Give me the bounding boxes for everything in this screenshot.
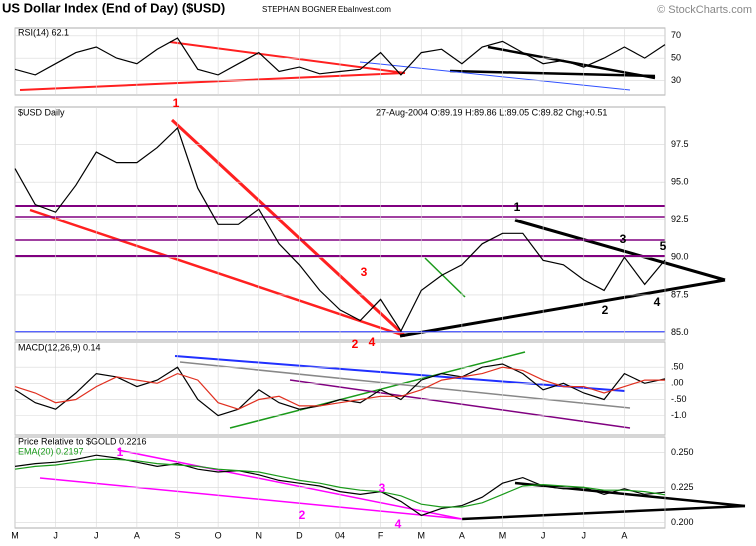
series-line [14,366,665,410]
legend-entry: EMA(20) 0.2197 [18,446,84,456]
x-tick-label: D [296,530,303,540]
annotation: 2 [299,508,306,522]
x-tick-label: F [378,530,384,540]
y-tick-label: 0.250 [671,447,694,457]
price-summary: 27-Aug-2004 O:89.19 H:89.86 L:89.05 C:89… [376,107,607,117]
annotation: 1 [173,96,180,110]
annotation: 4 [654,295,661,309]
y-tick-label: 85.0 [671,327,689,337]
y-tick-label: 92.5 [671,214,689,224]
series-line [14,363,666,417]
x-tick-label: J [94,530,99,540]
copyright: © StockCharts.com [657,4,752,16]
series-line [14,37,666,76]
annotation: 1 [117,445,124,459]
panel-title: MACD(12,26,9) 0.14 [18,342,101,352]
annotation: 3 [379,481,386,495]
site: EbaInvest.com [338,5,391,14]
annotation: 4 [395,517,402,531]
annotation: 4 [369,335,376,349]
x-tick-label: M [499,530,507,540]
annotation: 2 [352,337,359,351]
x-tick-label: A [134,530,140,540]
x-tick-label: J [582,530,587,540]
x-tick-label: J [541,530,546,540]
annotation: 2 [602,303,609,317]
y-tick-label: -1.0 [671,410,687,420]
author: STEPHAN BOGNER [262,5,337,14]
x-tick-label: A [621,530,627,540]
y-tick-label: 90.0 [671,252,689,262]
x-tick-label: O [215,530,222,540]
x-tick-label: J [53,530,58,540]
x-tick-label: A [459,530,465,540]
panel-title: Price Relative to $GOLD 0.2216 [18,436,147,446]
y-tick-label: 0.225 [671,482,694,492]
annotation: 1 [514,200,521,214]
x-tick-label: N [256,530,263,540]
series-line [14,126,666,333]
annotation: 3 [620,232,627,246]
x-tick-label: 04 [335,530,345,540]
annotation: 3 [361,265,368,279]
annotation: 5 [660,239,667,253]
y-tick-label: 50 [671,53,681,63]
panel-title: $USD Daily [18,107,65,117]
y-tick-label: 97.5 [671,139,689,149]
y-tick-label: -.50 [671,394,687,404]
series-line [14,458,666,508]
panel-title: RSI(14) 62.1 [18,27,69,37]
y-tick-label: 30 [671,75,681,85]
y-tick-label: .00 [671,378,684,388]
x-tick-label: M [418,530,426,540]
y-tick-label: 70 [671,30,681,40]
chart-title: US Dollar Index (End of Day) ($USD) [2,0,225,15]
x-tick-label: S [174,530,180,540]
y-tick-label: 87.5 [671,289,689,299]
y-tick-label: .50 [671,362,684,372]
y-tick-label: 0.200 [671,517,694,527]
y-tick-label: 95.0 [671,177,689,187]
x-tick-label: M [11,530,19,540]
